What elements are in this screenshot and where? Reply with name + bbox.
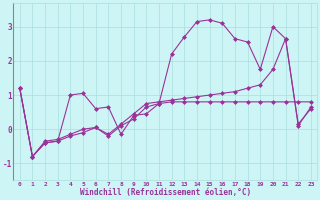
X-axis label: Windchill (Refroidissement éolien,°C): Windchill (Refroidissement éolien,°C) bbox=[80, 188, 251, 197]
